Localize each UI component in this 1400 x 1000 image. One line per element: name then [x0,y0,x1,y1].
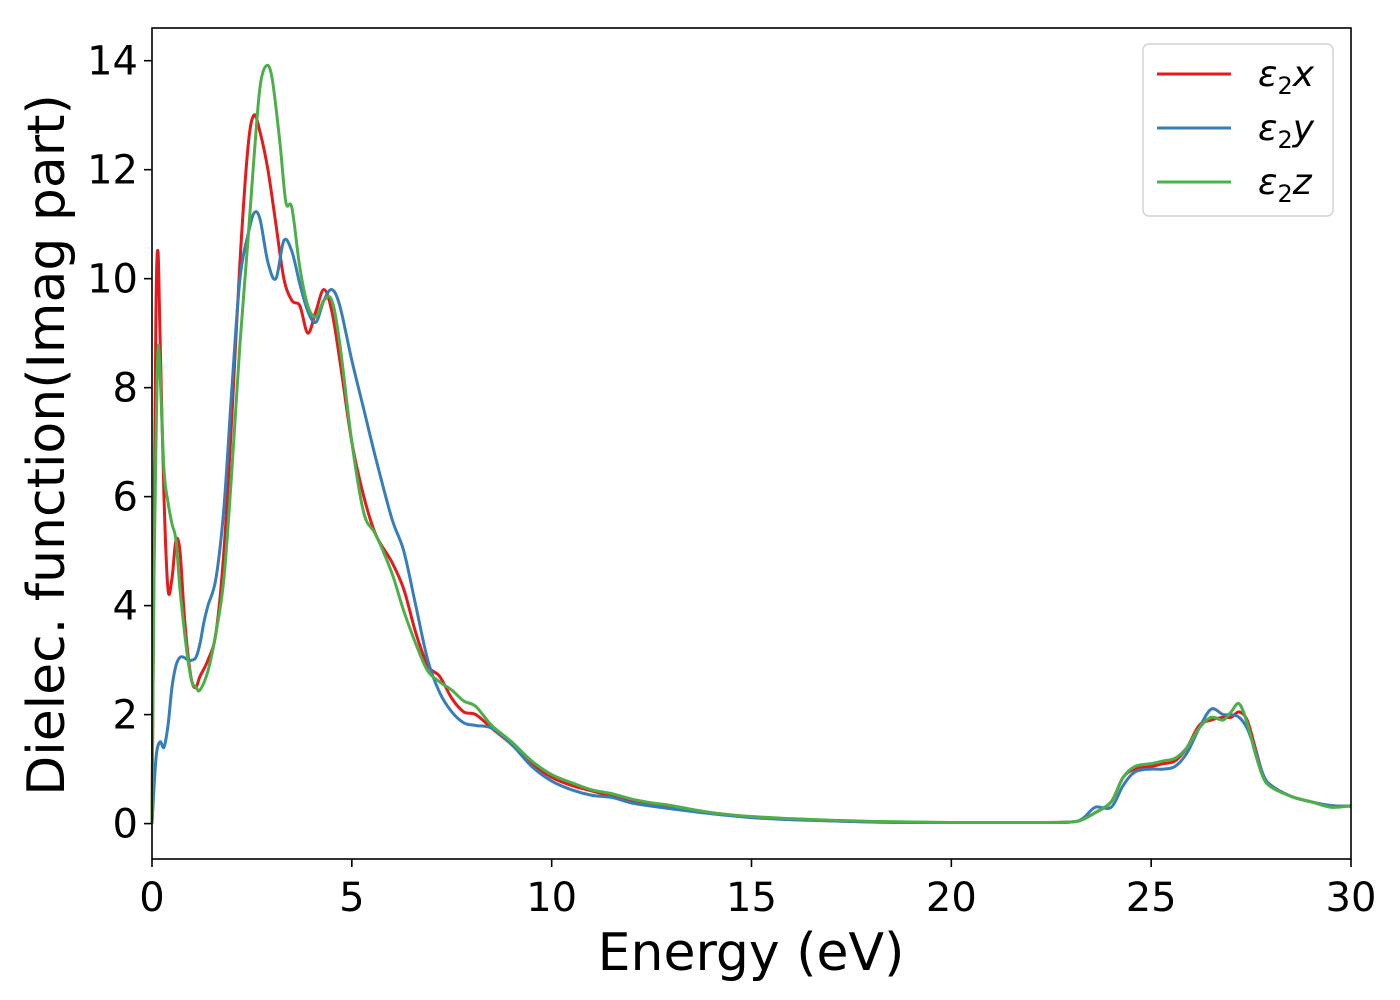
x-axis-label: Energy (eV) [598,923,905,983]
y-tick-label: 2 [113,693,138,739]
legend: ε2x ε2y ε2z [1142,43,1334,217]
x-tick-label: 15 [726,875,777,921]
y-tick-label: 12 [87,148,138,194]
y-tick-label: 6 [113,475,138,521]
y-tick-label: 4 [113,584,138,630]
x-tick-label: 5 [339,875,364,921]
y-tick-label: 8 [113,366,138,412]
x-tick-label: 20 [926,875,977,921]
series-lines [150,63,1352,825]
x-tick-label: 0 [139,875,164,921]
legend-label-z: ε2z [1258,162,1313,208]
legend-label-x: ε2x [1258,54,1315,100]
x-tick-label: 25 [1126,875,1177,921]
series-line-z [150,63,1352,825]
y-axis-label: Dielec. function(Imag part) [17,94,77,796]
x-tick-label: 10 [526,875,577,921]
series-line-y [150,210,1352,825]
plot-frame [151,27,1352,860]
x-tick-label: 30 [1326,875,1377,921]
y-tick-label: 14 [87,39,138,85]
x-axis-ticks: 0 5 10 15 20 25 30 [139,859,1376,921]
y-axis-ticks: 0 2 4 6 8 10 12 14 [87,39,152,848]
legend-box [1142,43,1334,217]
y-tick-label: 10 [87,257,138,303]
legend-items: ε2x ε2y ε2z [1157,54,1315,208]
y-tick-label: 0 [113,802,138,848]
legend-label-y: ε2y [1258,108,1315,154]
